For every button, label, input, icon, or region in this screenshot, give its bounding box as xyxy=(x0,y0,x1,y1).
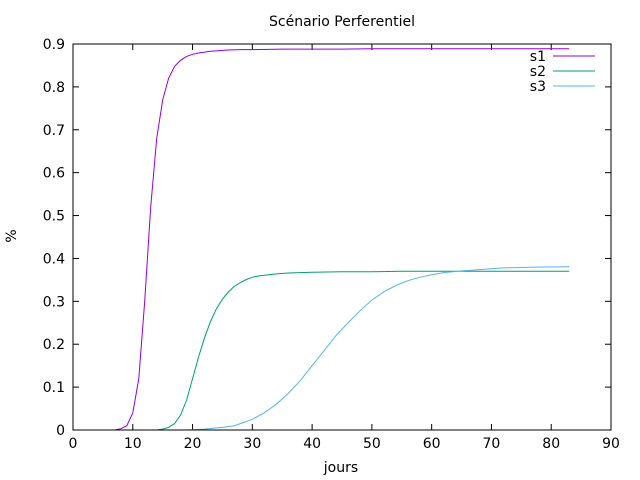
x-tick-label: 10 xyxy=(124,436,142,452)
y-tick-label: 0.5 xyxy=(43,209,65,225)
x-tick-label: 0 xyxy=(69,436,78,452)
y-tick-label: 0.3 xyxy=(43,294,65,310)
x-tick-label: 70 xyxy=(483,436,501,452)
x-tick-label: 30 xyxy=(243,436,261,452)
y-axis-label-group: % xyxy=(4,229,20,242)
ticks-group: 0 10 20 30 40 50 60 70 80 90 0 0.1 0.2 0.3 0.4 0.5 0.6 0.… xyxy=(43,37,620,452)
y-tick-label: 0.7 xyxy=(43,123,65,139)
series-group xyxy=(114,48,570,431)
x-tick-label: 20 xyxy=(184,436,202,452)
series-line-s3 xyxy=(186,266,570,431)
x-tick-label: 80 xyxy=(542,436,560,452)
y-tick-label: 0 xyxy=(56,423,65,439)
y-tick-label: 0.1 xyxy=(43,380,65,396)
y-tick-label: 0.6 xyxy=(43,166,65,182)
series-line-s2 xyxy=(156,270,570,431)
x-tick-label: 40 xyxy=(303,436,321,452)
x-axis-label: jours xyxy=(323,460,358,476)
y-axis-label: % xyxy=(4,229,20,242)
series-line-s1 xyxy=(114,48,570,431)
legend-label-s1: s1 xyxy=(530,49,546,65)
legend-label-s3: s3 xyxy=(530,79,546,95)
chart-title: Scénario Perferentiel xyxy=(269,14,415,30)
y-tick-label: 0.4 xyxy=(43,251,65,267)
x-tick-label: 90 xyxy=(602,436,620,452)
y-tick-label: 0.2 xyxy=(43,337,65,353)
y-tick-label: 0.9 xyxy=(43,37,65,53)
x-tick-label: 60 xyxy=(423,436,441,452)
plot-border xyxy=(72,43,612,431)
legend-label-s2: s2 xyxy=(530,64,546,80)
y-tick-label: 0.8 xyxy=(43,80,65,96)
x-tick-label: 50 xyxy=(363,436,381,452)
